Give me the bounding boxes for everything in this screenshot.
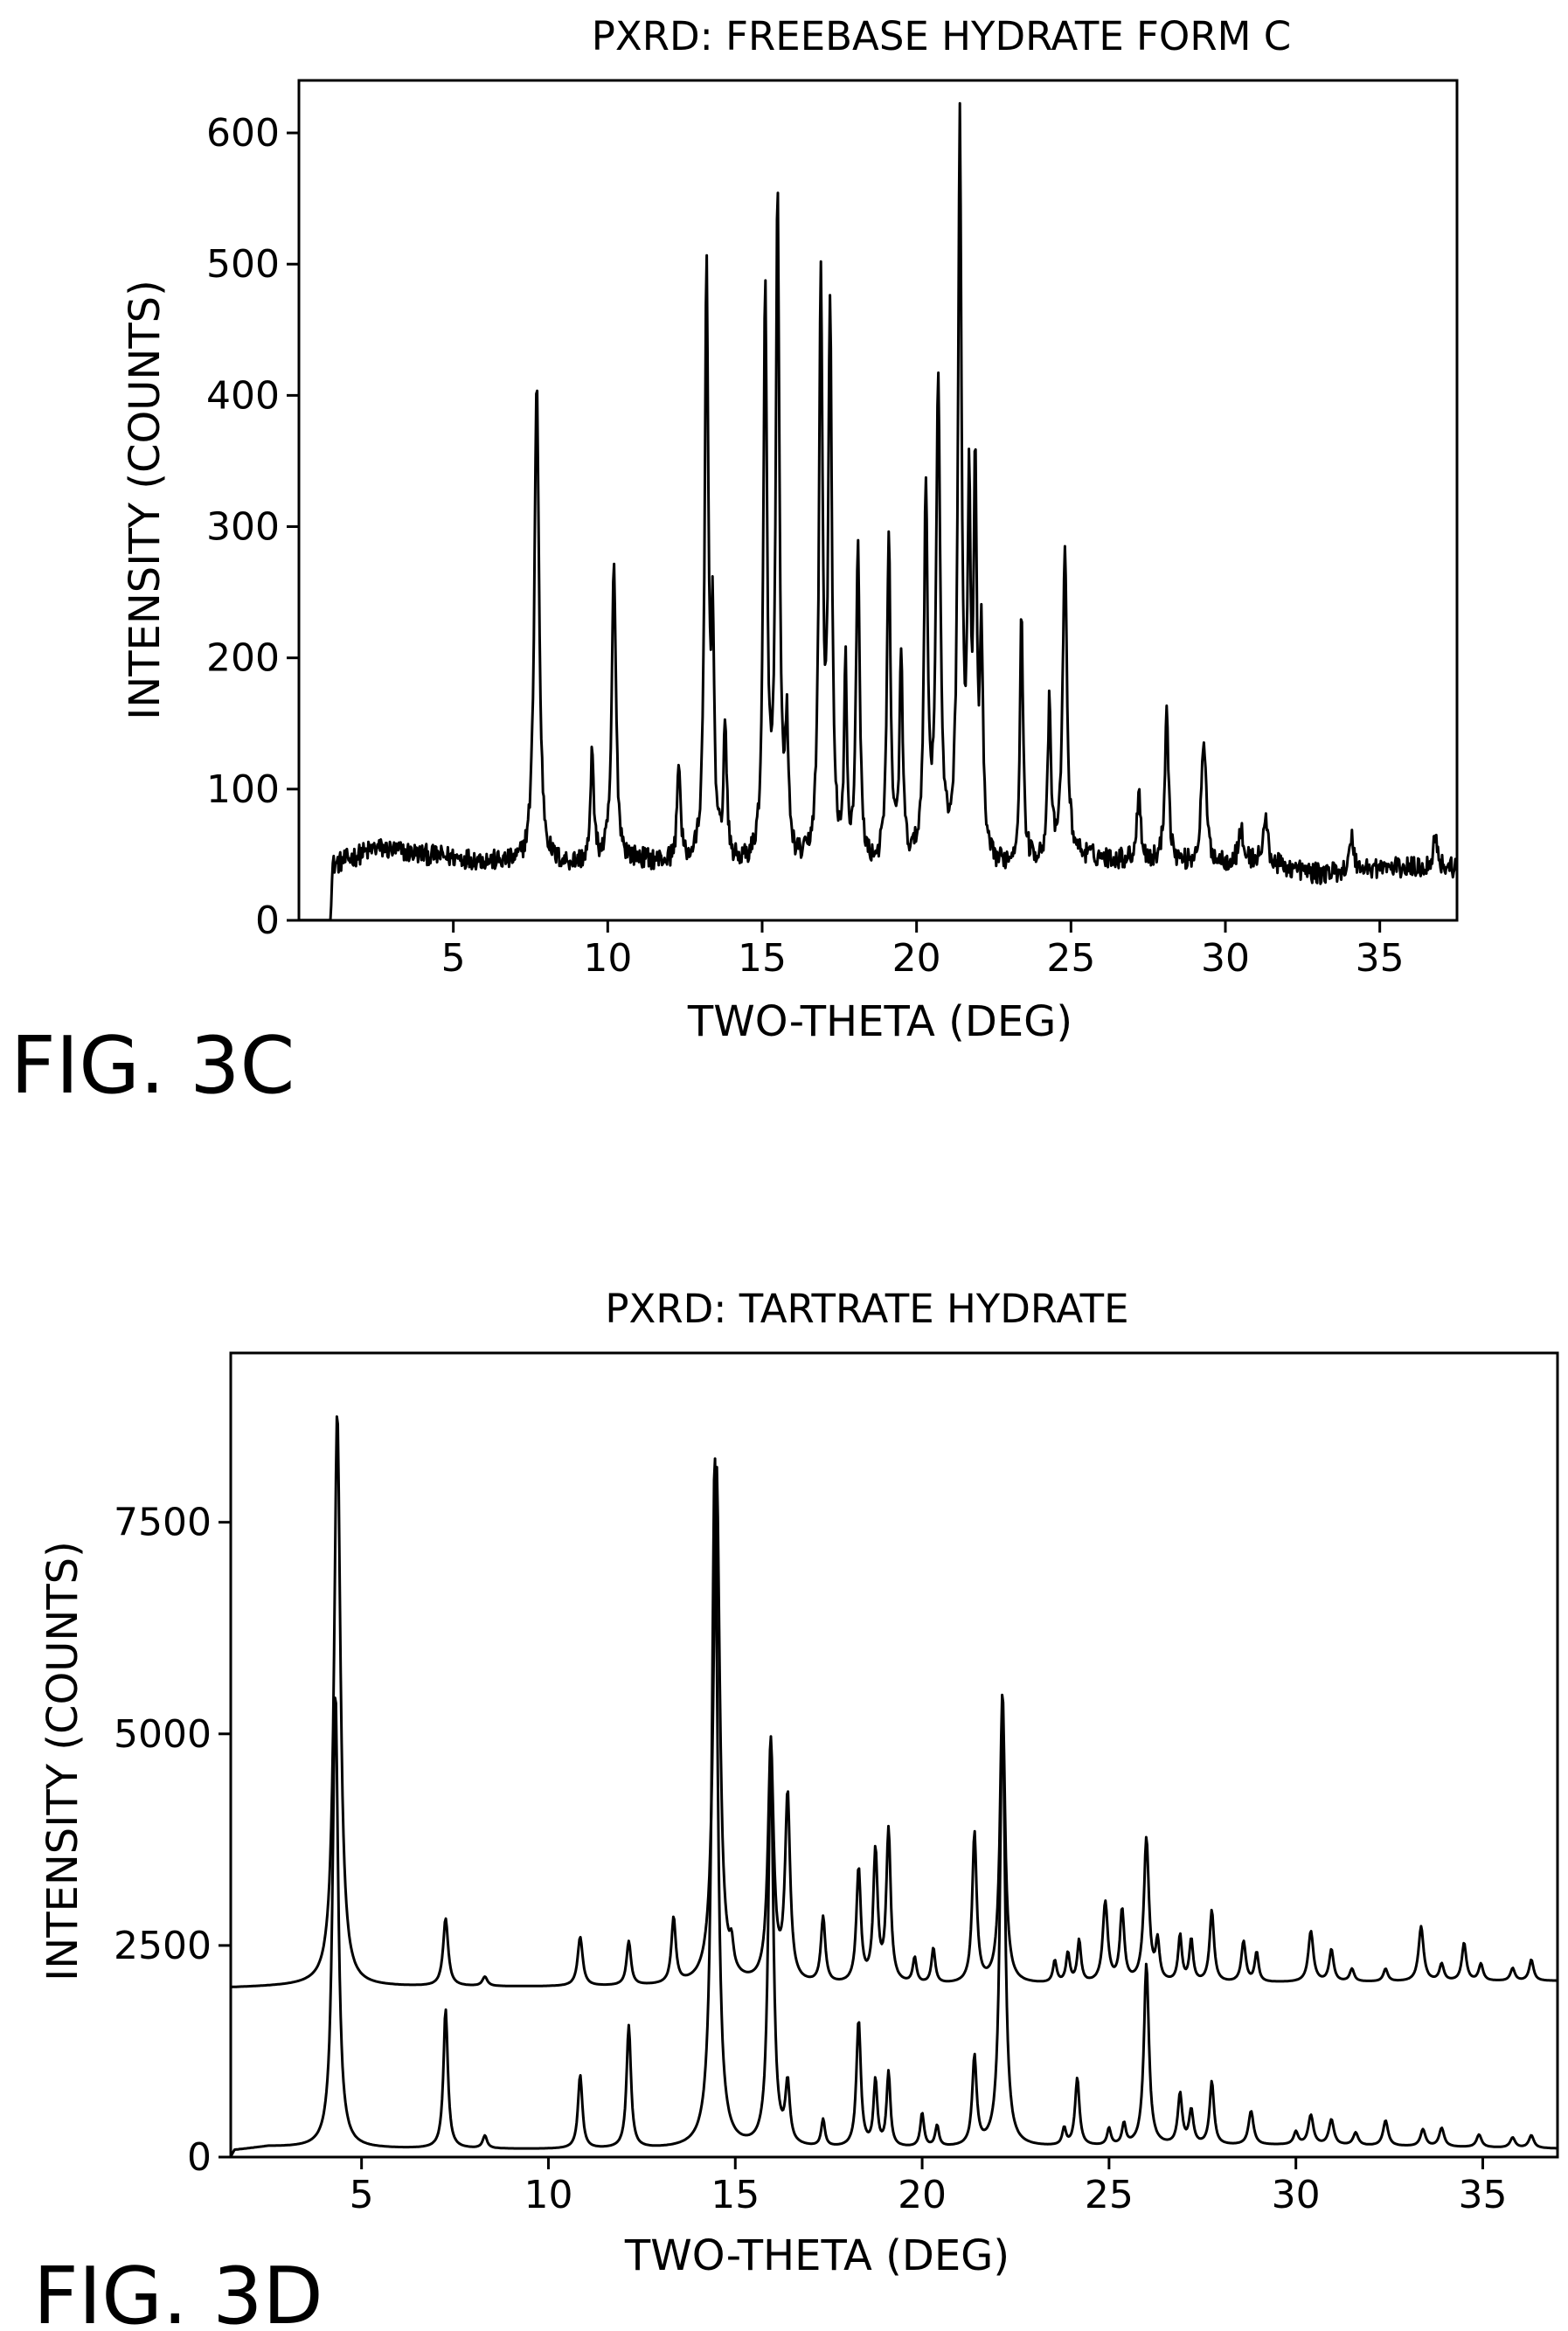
trace-group: [229, 1415, 1558, 2158]
y-tick-label: 100: [206, 767, 280, 812]
x-axis-label: TWO-THETA (DEG): [687, 997, 1072, 1046]
figure-label-3d: FIG. 3D: [33, 2251, 323, 2331]
series-line: [298, 101, 1459, 922]
x-tick-label: 15: [738, 936, 787, 981]
x-tick-label: 30: [1272, 2173, 1321, 2217]
x-tick-label: 15: [711, 2173, 760, 2217]
series-line: [229, 1457, 1558, 2158]
y-tick-label: 300: [206, 505, 280, 550]
plot-frame: [229, 1351, 1559, 2159]
x-tick-label: 35: [1356, 936, 1405, 981]
x-tick-label: 30: [1201, 936, 1250, 981]
x-tick-label: 5: [350, 2173, 374, 2217]
figure-label-3c: FIG. 3C: [10, 1020, 295, 1112]
x-tick-label: 25: [1046, 936, 1095, 981]
y-axis-label: INTENSITY (COUNTS): [121, 280, 170, 720]
tick-group: 5 10 15 20 25 30 35 0 100 200 300 400 500 600: [206, 111, 1405, 981]
chart-title: PXRD: TARTRATE HYDRATE: [605, 1286, 1128, 1332]
trace-group: [298, 101, 1459, 922]
y-tick-label: 200: [206, 636, 280, 681]
x-tick-label: 10: [524, 2173, 572, 2217]
series-line: [230, 1415, 1558, 1988]
tick-group: 5 10 15 20 25 30 35 0 2500 5000 7500: [114, 1501, 1507, 2217]
y-axis-label: INTENSITY (COUNTS): [38, 1541, 87, 1981]
y-tick-label: 0: [255, 898, 280, 943]
y-tick-label: 2500: [114, 1924, 212, 1968]
pxrd-chart-tartrate-hydrate: PXRD: TARTRATE HYDRATE 5 10 15 20 25 30 35 0 250…: [38, 1286, 1559, 2280]
plot-frame: [297, 79, 1459, 922]
y-tick-label: 7500: [114, 1501, 212, 1545]
x-tick-label: 20: [898, 2173, 947, 2217]
y-tick-label: 5000: [114, 1712, 212, 1757]
x-tick-label: 10: [583, 936, 632, 981]
x-tick-label: 5: [441, 936, 466, 981]
y-tick-label: 500: [206, 242, 280, 287]
pxrd-chart-freebase-hydrate: PXRD: FREEBASE HYDRATE FORM C 5 10 15 20 25 3…: [121, 13, 1459, 1046]
chart-title: PXRD: FREEBASE HYDRATE FORM C: [592, 13, 1291, 59]
y-tick-label: 600: [206, 111, 280, 156]
y-tick-label: 400: [206, 373, 280, 418]
y-tick-label: 0: [187, 2135, 212, 2180]
x-tick-label: 20: [892, 936, 941, 981]
x-tick-label: 25: [1085, 2173, 1134, 2217]
x-tick-label: 35: [1458, 2173, 1507, 2217]
x-axis-label: TWO-THETA (DEG): [624, 2231, 1009, 2280]
